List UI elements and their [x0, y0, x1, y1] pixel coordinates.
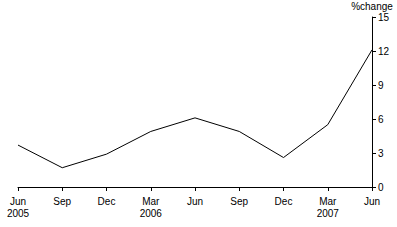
svg-text:Sep: Sep	[230, 196, 248, 207]
svg-text:Jun: Jun	[187, 196, 203, 207]
svg-text:2006: 2006	[140, 208, 163, 219]
svg-text:Dec: Dec	[98, 196, 116, 207]
svg-text:15: 15	[378, 12, 390, 23]
svg-text:Sep: Sep	[53, 196, 71, 207]
svg-text:Mar: Mar	[142, 196, 160, 207]
svg-text:Dec: Dec	[275, 196, 293, 207]
svg-text:Jun: Jun	[10, 196, 26, 207]
svg-text:3: 3	[378, 148, 384, 159]
svg-text:Jun: Jun	[364, 196, 380, 207]
svg-text:%change: %change	[351, 1, 393, 12]
svg-text:2005: 2005	[7, 208, 30, 219]
svg-text:0: 0	[378, 182, 384, 193]
svg-text:Mar: Mar	[319, 196, 337, 207]
svg-text:6: 6	[378, 114, 384, 125]
svg-text:12: 12	[378, 46, 390, 57]
svg-text:2007: 2007	[317, 208, 340, 219]
svg-text:9: 9	[378, 80, 384, 91]
